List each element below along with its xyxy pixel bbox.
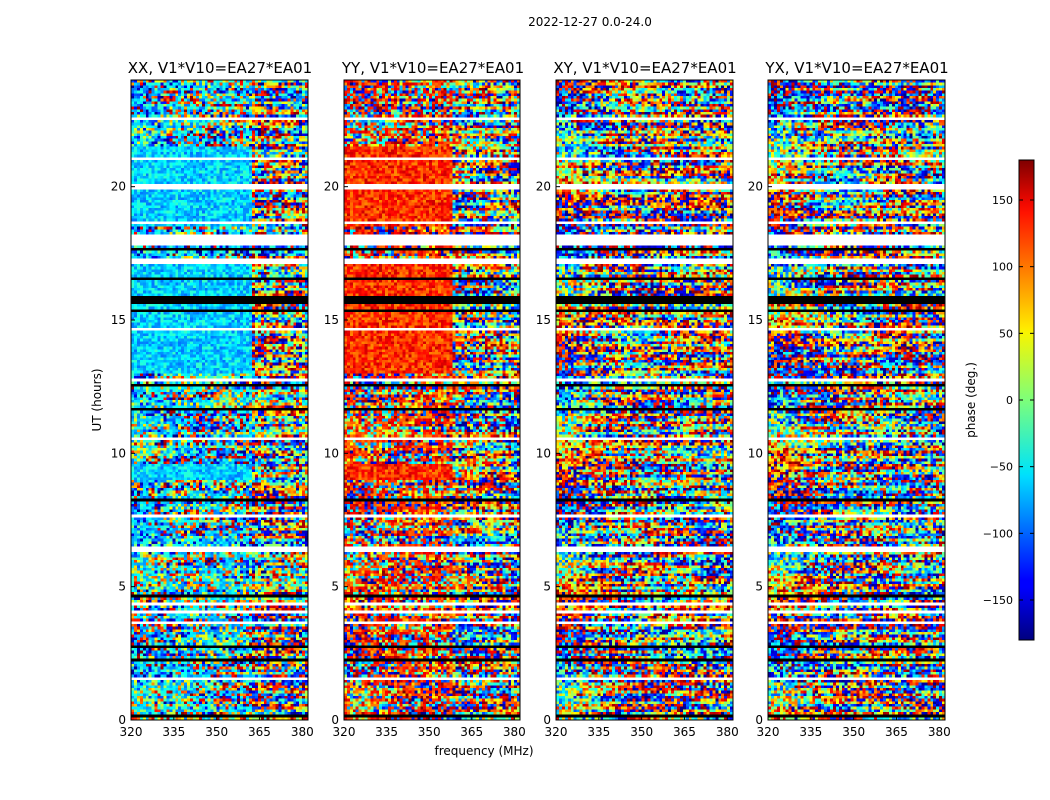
- figure-title: 2022-12-27 0.0-24.0: [528, 15, 652, 29]
- ytick-label: 5: [331, 580, 339, 594]
- yticks-xx: 0 5 10 15 20: [111, 180, 135, 727]
- heatmap-xy: [556, 80, 733, 720]
- panel-xy: XY, V1*V10=EA27*EA01 320 335 350 365 380 0 5 1…: [536, 59, 739, 739]
- colorbar-tick-label: −50: [990, 461, 1013, 474]
- y-axis-label: UT (hours): [90, 368, 104, 431]
- panel-xx: XX, V1*V10=EA27*EA01 320 335 350 365 380 0 5 1…: [111, 59, 314, 739]
- ytick-label: 5: [755, 580, 763, 594]
- ytick-label: 0: [118, 713, 126, 727]
- xtick-label: 365: [248, 725, 271, 739]
- plot-frame-yy: [343, 79, 521, 721]
- xtick-label: 365: [673, 725, 696, 739]
- xtick-label: 350: [842, 725, 865, 739]
- xtick-label: 320: [120, 725, 143, 739]
- colorbar: 150 100 50 0 −50 −100 −150 phase (deg.): [964, 159, 1035, 641]
- ytick-label: 0: [543, 713, 551, 727]
- plot-frame-yx: [767, 79, 946, 721]
- xtick-label: 335: [799, 725, 822, 739]
- panel-title-xx: XX, V1*V10=EA27*EA01: [128, 59, 312, 77]
- ytick-label: 10: [748, 446, 763, 460]
- panel-title-yy: YY, V1*V10=EA27*EA01: [341, 59, 524, 77]
- ytick-label: 20: [748, 180, 763, 194]
- colorbar-tick-label: 100: [992, 261, 1013, 274]
- xtick-label: 380: [716, 725, 739, 739]
- xtick-label: 380: [503, 725, 526, 739]
- colorbar-label: phase (deg.): [964, 362, 978, 438]
- yticks-yy: 0 5 10 15 20: [324, 180, 348, 727]
- plot-frame-xy: [555, 79, 734, 721]
- xtick-label: 380: [291, 725, 314, 739]
- colorbar-ticks: 150 100 50 0 −50 −100 −150: [983, 194, 1034, 607]
- xtick-label: 365: [460, 725, 483, 739]
- xtick-label: 350: [418, 725, 441, 739]
- x-axis-label: frequency (MHz): [434, 744, 533, 758]
- heatmap-yx: [768, 80, 945, 720]
- xticks-xx: 320 335 350 365 380: [120, 716, 314, 739]
- panel-title-xy: XY, V1*V10=EA27*EA01: [553, 59, 736, 77]
- xticks-xy: 320 335 350 365 380: [545, 716, 739, 739]
- colorbar-tick-label: 50: [999, 327, 1013, 340]
- xtick-label: 320: [545, 725, 568, 739]
- yticks-yx: 0 5 10 15 20: [748, 180, 772, 727]
- ytick-label: 15: [111, 313, 126, 327]
- panel-yx: YX, V1*V10=EA27*EA01 320 335 350 365 380 0 5 1…: [748, 59, 951, 739]
- ytick-label: 20: [536, 180, 551, 194]
- ytick-label: 5: [118, 580, 126, 594]
- xtick-label: 380: [928, 725, 951, 739]
- yticks-xy: 0 5 10 15 20: [536, 180, 560, 727]
- ytick-label: 15: [748, 313, 763, 327]
- panel-title-yx: YX, V1*V10=EA27*EA01: [764, 59, 948, 77]
- ytick-label: 20: [324, 180, 339, 194]
- ytick-label: 0: [755, 713, 763, 727]
- ytick-label: 10: [536, 446, 551, 460]
- ytick-label: 15: [536, 313, 551, 327]
- panel-yy: YY, V1*V10=EA27*EA01 320 335 350 365 380 0 5 1…: [324, 59, 526, 739]
- heatmap-yy: [344, 80, 520, 720]
- ytick-label: 20: [111, 180, 126, 194]
- ytick-label: 10: [324, 446, 339, 460]
- ytick-label: 10: [111, 446, 126, 460]
- xtick-label: 335: [162, 725, 185, 739]
- xtick-label: 335: [587, 725, 610, 739]
- xtick-label: 320: [333, 725, 356, 739]
- xticks-yx: 320 335 350 365 380: [757, 716, 951, 739]
- colorbar-tick-label: −150: [983, 594, 1013, 607]
- heatmap-xx: [131, 80, 308, 720]
- ytick-label: 5: [543, 580, 551, 594]
- ytick-label: 15: [324, 313, 339, 327]
- ytick-label: 0: [331, 713, 339, 727]
- colorbar-tick-label: 0: [1006, 394, 1013, 407]
- plot-frame-xx: [130, 79, 309, 721]
- xtick-label: 335: [375, 725, 398, 739]
- xtick-label: 365: [885, 725, 908, 739]
- xticks-yy: 320 335 350 365 380: [333, 716, 526, 739]
- xtick-label: 350: [205, 725, 228, 739]
- colorbar-tick-label: 150: [992, 194, 1013, 207]
- colorbar-tick-label: −100: [983, 527, 1013, 540]
- xtick-label: 350: [630, 725, 653, 739]
- xtick-label: 320: [757, 725, 780, 739]
